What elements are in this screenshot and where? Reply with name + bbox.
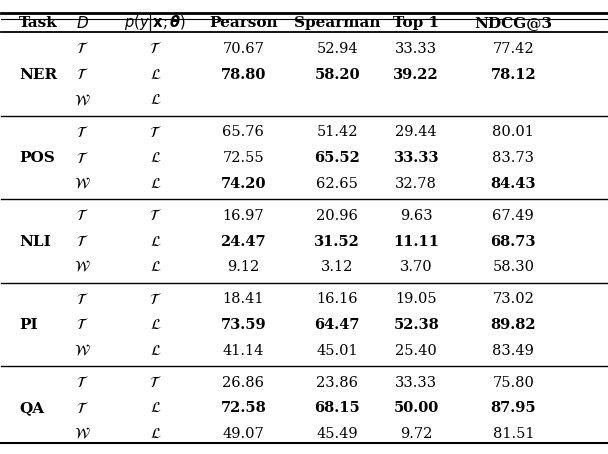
Text: 75.80: 75.80: [492, 375, 534, 390]
Text: 89.82: 89.82: [491, 318, 536, 332]
Text: 74.20: 74.20: [221, 177, 266, 191]
Text: 58.20: 58.20: [314, 68, 360, 82]
Text: $\mathcal{T}$: $\mathcal{T}$: [76, 401, 89, 416]
Text: 31.52: 31.52: [314, 235, 361, 248]
Text: 77.42: 77.42: [492, 42, 534, 56]
Text: 83.49: 83.49: [492, 344, 534, 358]
Text: $\mathcal{W}$: $\mathcal{W}$: [74, 427, 91, 442]
Text: 33.33: 33.33: [395, 42, 437, 56]
Text: 50.00: 50.00: [393, 401, 439, 415]
Text: 81.51: 81.51: [492, 427, 534, 441]
Text: 29.44: 29.44: [395, 125, 437, 139]
Text: Spearman: Spearman: [294, 16, 381, 30]
Text: $D$: $D$: [76, 15, 89, 31]
Text: 33.33: 33.33: [395, 375, 437, 390]
Text: $\mathcal{L}$: $\mathcal{L}$: [150, 68, 161, 82]
Text: 23.86: 23.86: [316, 375, 358, 390]
Text: 64.47: 64.47: [314, 318, 360, 332]
Text: 26.86: 26.86: [223, 375, 264, 390]
Text: Top 1: Top 1: [393, 16, 440, 30]
Text: 19.05: 19.05: [395, 292, 437, 306]
Text: 20.96: 20.96: [316, 209, 358, 222]
Text: $p(y|\mathbf{x};\boldsymbol{\theta})$: $p(y|\mathbf{x};\boldsymbol{\theta})$: [124, 13, 187, 33]
Text: 11.11: 11.11: [393, 235, 439, 248]
Text: 32.78: 32.78: [395, 177, 437, 191]
Text: $\mathcal{T}$: $\mathcal{T}$: [76, 125, 89, 140]
Text: $\mathcal{T}$: $\mathcal{T}$: [76, 375, 89, 390]
Text: $\mathcal{T}$: $\mathcal{T}$: [149, 41, 162, 56]
Text: Pearson: Pearson: [209, 16, 278, 30]
Text: $\mathcal{L}$: $\mathcal{L}$: [150, 261, 161, 274]
Text: POS: POS: [19, 151, 55, 165]
Text: 78.80: 78.80: [221, 68, 266, 82]
Text: 49.07: 49.07: [223, 427, 264, 441]
Text: 78.12: 78.12: [491, 68, 536, 82]
Text: $\mathcal{L}$: $\mathcal{L}$: [150, 94, 161, 108]
Text: QA: QA: [19, 401, 44, 415]
Text: $\mathcal{T}$: $\mathcal{T}$: [76, 291, 89, 306]
Text: 73.59: 73.59: [221, 318, 266, 332]
Text: $\mathcal{L}$: $\mathcal{L}$: [150, 318, 161, 332]
Text: 65.76: 65.76: [223, 125, 264, 139]
Text: $\mathcal{T}$: $\mathcal{T}$: [76, 151, 89, 166]
Text: $\mathcal{W}$: $\mathcal{W}$: [74, 343, 91, 358]
Text: $\mathcal{T}$: $\mathcal{T}$: [76, 41, 89, 56]
Text: $\mathcal{T}$: $\mathcal{T}$: [76, 67, 89, 82]
Text: 39.22: 39.22: [393, 68, 439, 82]
Text: $\mathcal{L}$: $\mathcal{L}$: [150, 401, 161, 415]
Text: 58.30: 58.30: [492, 261, 534, 274]
Text: NDCG@3: NDCG@3: [474, 16, 552, 30]
Text: 72.58: 72.58: [221, 401, 266, 415]
Text: 41.14: 41.14: [223, 344, 264, 358]
Text: 70.67: 70.67: [223, 42, 264, 56]
Text: 24.47: 24.47: [221, 235, 266, 248]
Text: 3.70: 3.70: [400, 261, 432, 274]
Text: 84.43: 84.43: [491, 177, 536, 191]
Text: $\mathcal{T}$: $\mathcal{T}$: [149, 208, 162, 223]
Text: $\mathcal{W}$: $\mathcal{W}$: [74, 93, 91, 108]
Text: 9.12: 9.12: [227, 261, 260, 274]
Text: 45.49: 45.49: [317, 427, 358, 441]
Text: $\mathcal{T}$: $\mathcal{T}$: [76, 317, 89, 332]
Text: 65.52: 65.52: [314, 151, 361, 165]
Text: $\mathcal{L}$: $\mathcal{L}$: [150, 151, 161, 165]
Text: $\mathcal{L}$: $\mathcal{L}$: [150, 344, 161, 358]
Text: 68.15: 68.15: [314, 401, 360, 415]
Text: 3.12: 3.12: [321, 261, 353, 274]
Text: 73.02: 73.02: [492, 292, 534, 306]
Text: 62.65: 62.65: [316, 177, 358, 191]
Text: 80.01: 80.01: [492, 125, 534, 139]
Text: 9.72: 9.72: [400, 427, 432, 441]
Text: 83.73: 83.73: [492, 151, 534, 165]
Text: 45.01: 45.01: [317, 344, 358, 358]
Text: $\mathcal{L}$: $\mathcal{L}$: [150, 235, 161, 248]
Text: $\mathcal{W}$: $\mathcal{W}$: [74, 260, 91, 275]
Text: 33.33: 33.33: [393, 151, 439, 165]
Text: 9.63: 9.63: [400, 209, 432, 222]
Text: $\mathcal{T}$: $\mathcal{T}$: [76, 208, 89, 223]
Text: $\mathcal{T}$: $\mathcal{T}$: [149, 375, 162, 390]
Text: 51.42: 51.42: [317, 125, 358, 139]
Text: $\mathcal{L}$: $\mathcal{L}$: [150, 427, 161, 441]
Text: $\mathcal{L}$: $\mathcal{L}$: [150, 177, 161, 191]
Text: 18.41: 18.41: [223, 292, 264, 306]
Text: 16.97: 16.97: [223, 209, 264, 222]
Text: 68.73: 68.73: [491, 235, 536, 248]
Text: NER: NER: [19, 68, 57, 82]
Text: $\mathcal{T}$: $\mathcal{T}$: [76, 234, 89, 249]
Text: 52.38: 52.38: [393, 318, 439, 332]
Text: $\mathcal{T}$: $\mathcal{T}$: [149, 125, 162, 140]
Text: $\mathcal{W}$: $\mathcal{W}$: [74, 176, 91, 192]
Text: Task: Task: [19, 16, 58, 30]
Text: $\mathcal{T}$: $\mathcal{T}$: [149, 291, 162, 306]
Text: NLI: NLI: [19, 235, 50, 248]
Text: 52.94: 52.94: [317, 42, 358, 56]
Text: 72.55: 72.55: [223, 151, 264, 165]
Text: 25.40: 25.40: [395, 344, 437, 358]
Text: 67.49: 67.49: [492, 209, 534, 222]
Text: PI: PI: [19, 318, 38, 332]
Text: 87.95: 87.95: [491, 401, 536, 415]
Text: 16.16: 16.16: [317, 292, 358, 306]
